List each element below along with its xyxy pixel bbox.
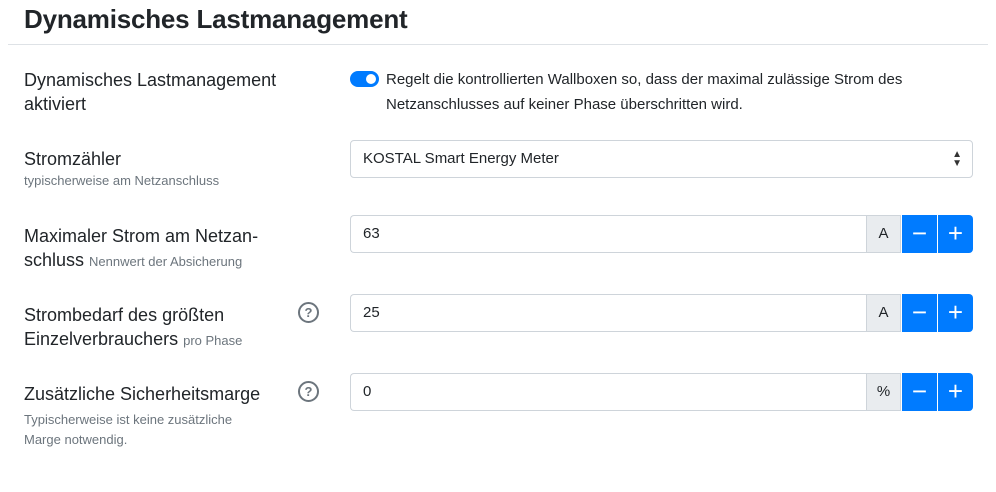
meter-value: KOSTAL Smart Energy Meter [363, 150, 559, 167]
meter-hint: typischerweise am Netzanschluss [24, 173, 220, 188]
max-current-group: 63 A − + [350, 215, 973, 253]
margin-label-text: Zusätzliche Sicherheits­marge [24, 384, 261, 404]
divider [8, 44, 988, 45]
meter-label-text: Stromzähler [24, 149, 122, 169]
max-current-label: Maximaler Strom am Netzan­schluss Nennwe… [24, 224, 294, 272]
margin-hint: Typischerweise ist keine zusätzliche Mar… [24, 412, 233, 447]
enabled-toggle[interactable] [350, 71, 379, 87]
margin-minus-button[interactable]: − [902, 373, 937, 411]
largest-consumer-label-text: Strombedarf des größten Einzelverbrauche… [24, 305, 225, 349]
enabled-label: Dynamisches Lastmanagement aktiviert [24, 70, 277, 114]
margin-plus-button[interactable]: + [938, 373, 973, 411]
max-current-label-text: Maximaler Strom am Netzan­schluss [24, 226, 259, 270]
margin-label: Zusätzliche Sicherheits­marge Typischerwe… [24, 382, 264, 450]
margin-input[interactable]: 0 [350, 373, 866, 411]
max-current-hint: Nennwert der Absicherung [89, 254, 243, 269]
meter-label: Stromzähler typischerweise am Netzanschlu… [24, 147, 314, 191]
max-current-plus-button[interactable]: + [938, 215, 973, 253]
select-caret-icon: ▲ ▼ [952, 149, 962, 169]
largest-consumer-minus-button[interactable]: − [902, 294, 937, 332]
max-current-minus-button[interactable]: − [902, 215, 937, 253]
largest-consumer-unit: A [866, 294, 901, 332]
max-current-input[interactable]: 63 [350, 215, 866, 253]
largest-consumer-label: Strombedarf des größten Einzelverbrauche… [24, 303, 284, 351]
largest-consumer-plus-button[interactable]: + [938, 294, 973, 332]
help-icon[interactable]: ? [298, 381, 319, 402]
enabled-description: Regelt die kontrollierten Wallboxen so, … [386, 71, 903, 113]
largest-consumer-group: 25 A − + [350, 294, 973, 332]
max-current-unit: A [866, 215, 901, 253]
largest-consumer-input[interactable]: 25 [350, 294, 866, 332]
meter-select[interactable]: KOSTAL Smart Energy Meter ▲ ▼ [350, 140, 973, 178]
largest-consumer-hint: pro Phase [183, 333, 243, 348]
help-icon[interactable]: ? [298, 302, 319, 323]
page-title: Dynamisches Lastmanagement [24, 4, 408, 34]
margin-group: 0 % − + [350, 373, 973, 411]
margin-unit: % [866, 373, 901, 411]
